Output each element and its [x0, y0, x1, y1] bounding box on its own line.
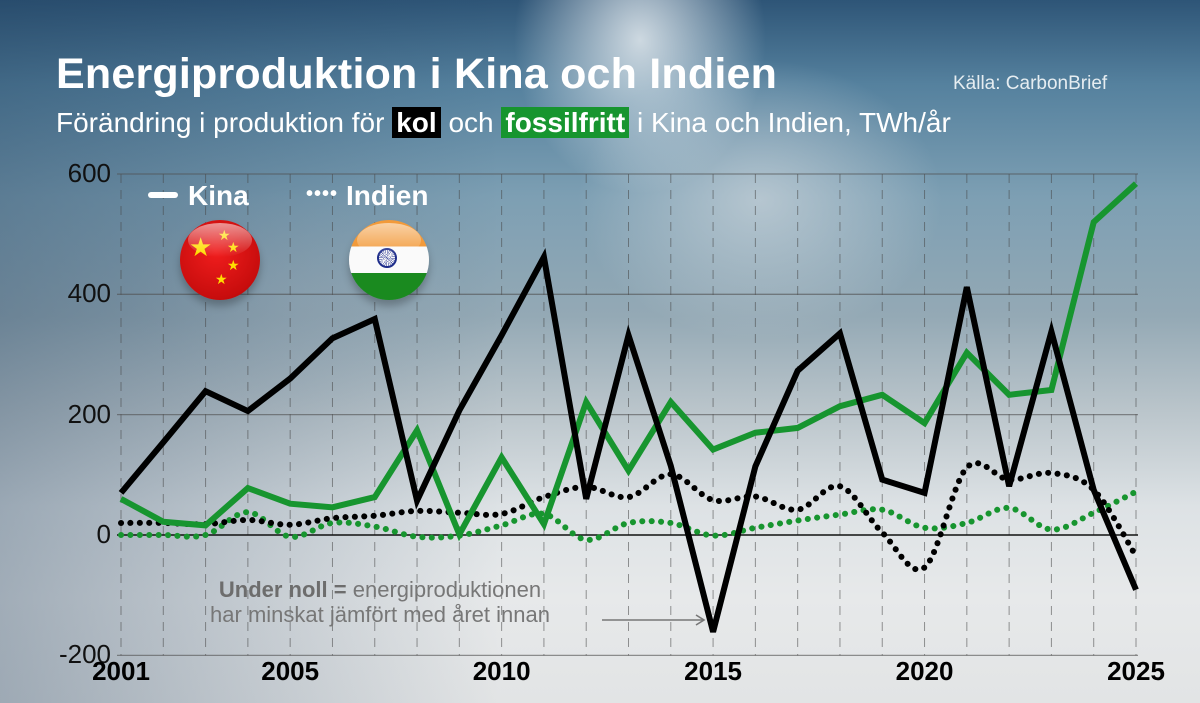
series-kina-fossilfritt	[119, 181, 1139, 542]
y-tick-label: -200	[58, 639, 111, 670]
annotation-line2: har minskat jämfört med året innan	[210, 602, 550, 627]
subtitle-mid: och	[448, 107, 494, 138]
dotted-line-icon: ••••	[306, 183, 339, 206]
x-tick-label: 2010	[472, 656, 531, 686]
legend-china-label: Kina	[188, 180, 249, 211]
x-tick-label: 2025	[1107, 656, 1165, 686]
china-flag-icon: ★ ★ ★ ★ ★	[180, 220, 260, 300]
data-lines	[118, 181, 1139, 633]
x-tick-label: 2015	[684, 656, 742, 686]
legend-india-label: Indien	[346, 180, 429, 211]
y-tick-label: 0	[96, 519, 111, 549]
series-kina-kol	[118, 247, 1139, 633]
coal-highlight: kol	[392, 107, 441, 138]
annotation-bold: Under noll =	[218, 577, 347, 602]
chart-subtitle: Förändring i produktion för kol och foss…	[56, 107, 951, 139]
x-tick-label: 2005	[261, 656, 320, 686]
x-tick-label: 2001	[92, 656, 150, 686]
subtitle-suffix: i Kina och Indien, TWh/år	[636, 107, 951, 138]
series-indien-kol	[118, 460, 1139, 573]
y-tick-label: 200	[67, 398, 111, 429]
solid-line-icon	[148, 191, 178, 198]
y-tick-label: 600	[67, 157, 111, 188]
subtitle-prefix: Förändring i produktion för	[56, 107, 385, 138]
india-flag-icon	[349, 220, 429, 300]
fossil-free-highlight: fossilfritt	[501, 107, 630, 138]
source-label: Källa: CarbonBrief	[953, 73, 1108, 94]
y-tick-label: 400	[67, 278, 111, 309]
chart-title: Energiproduktion i Kina och Indien	[56, 50, 778, 98]
legend-india: •••• Indien	[306, 180, 428, 212]
ashoka-chakra-icon	[377, 248, 397, 268]
legend-china: Kina	[148, 180, 249, 212]
x-tick-label: 2020	[895, 656, 954, 686]
annotation-arrow	[602, 614, 706, 626]
annotation-line1: energiproduktionen	[352, 577, 542, 602]
zero-annotation: Under noll = energiproduktionen har mins…	[150, 577, 610, 627]
